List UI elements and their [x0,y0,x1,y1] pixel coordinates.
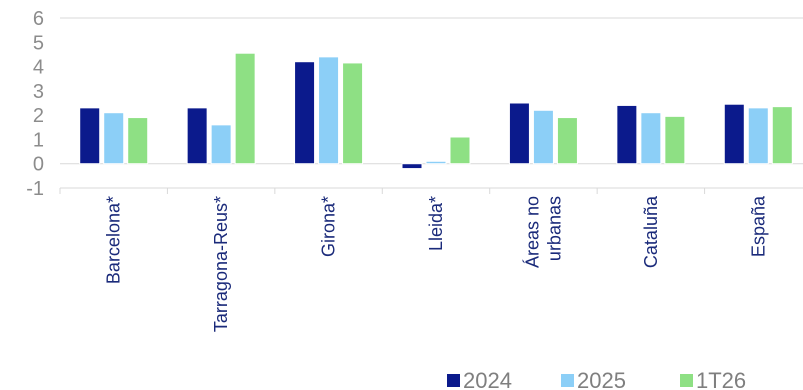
bar-1T26 [234,52,256,165]
category-separators [59,188,706,194]
bar-2025 [640,112,662,165]
y-tick-label: 3 [33,81,44,103]
x-tick-label-group: Girona* [319,196,339,257]
bar-1T26 [342,62,364,165]
x-tick-label: Barcelona* [104,196,124,284]
y-tick-label: 1 [33,129,44,151]
bar-2024 [186,107,208,165]
x-tick-label: Girona* [319,196,339,257]
bar-2024 [508,102,530,165]
x-tick-label: urbanas [544,196,564,261]
y-tick-label: 2 [33,105,44,127]
legend-label: 1T26 [696,368,746,390]
x-tick-label: Cataluña [641,195,661,268]
legend-swatch [447,374,460,387]
y-tick-label: 0 [33,154,44,176]
x-tick-label: Áreas no [522,196,542,268]
y-tick-label: 4 [33,57,44,79]
x-tick-label: Tarragona-Reus* [211,196,231,332]
legend-label: 2024 [463,368,512,390]
bar-2025 [425,160,447,165]
bar-1T26 [664,115,686,165]
bar-2025 [532,109,554,165]
y-tick-label: 5 [33,32,44,54]
legend: 2024 2025 1T26 [447,368,746,390]
bar-2025 [318,56,340,165]
y-tick-label: 6 [33,8,44,30]
x-tick-label-group: Áreas no urbanas [522,196,564,268]
bar-2025 [747,107,769,165]
legend-label: 2025 [577,368,626,390]
bar-2024 [401,163,423,170]
bar-1T26 [556,117,578,165]
bar-2025 [103,112,125,165]
bar-2024 [79,107,101,165]
y-tick-label: -1 [26,178,44,200]
x-tick-label-group: España [748,195,768,257]
x-tick-label-group: Barcelona* [104,196,124,284]
bar-1T26 [449,136,471,165]
bars [79,52,793,170]
x-tick-label-group: Lleida* [426,196,446,251]
x-tick-label-group: Cataluña [641,195,661,268]
bar-2025 [210,124,232,165]
x-axis-tick-labels: Barcelona* Tarragona-Reus* Girona* Lleida* Á… [104,195,769,332]
bar-2024 [616,104,638,165]
bar-2024 [294,61,316,165]
legend-swatch [680,374,693,387]
bar-2024 [723,103,745,165]
bar-1T26 [771,106,793,165]
x-tick-label: España [748,195,768,257]
bar-1T26 [127,117,149,165]
legend-swatch [561,374,574,387]
x-tick-label-group: Tarragona-Reus* [211,196,231,332]
x-tick-label: Lleida* [426,196,446,251]
